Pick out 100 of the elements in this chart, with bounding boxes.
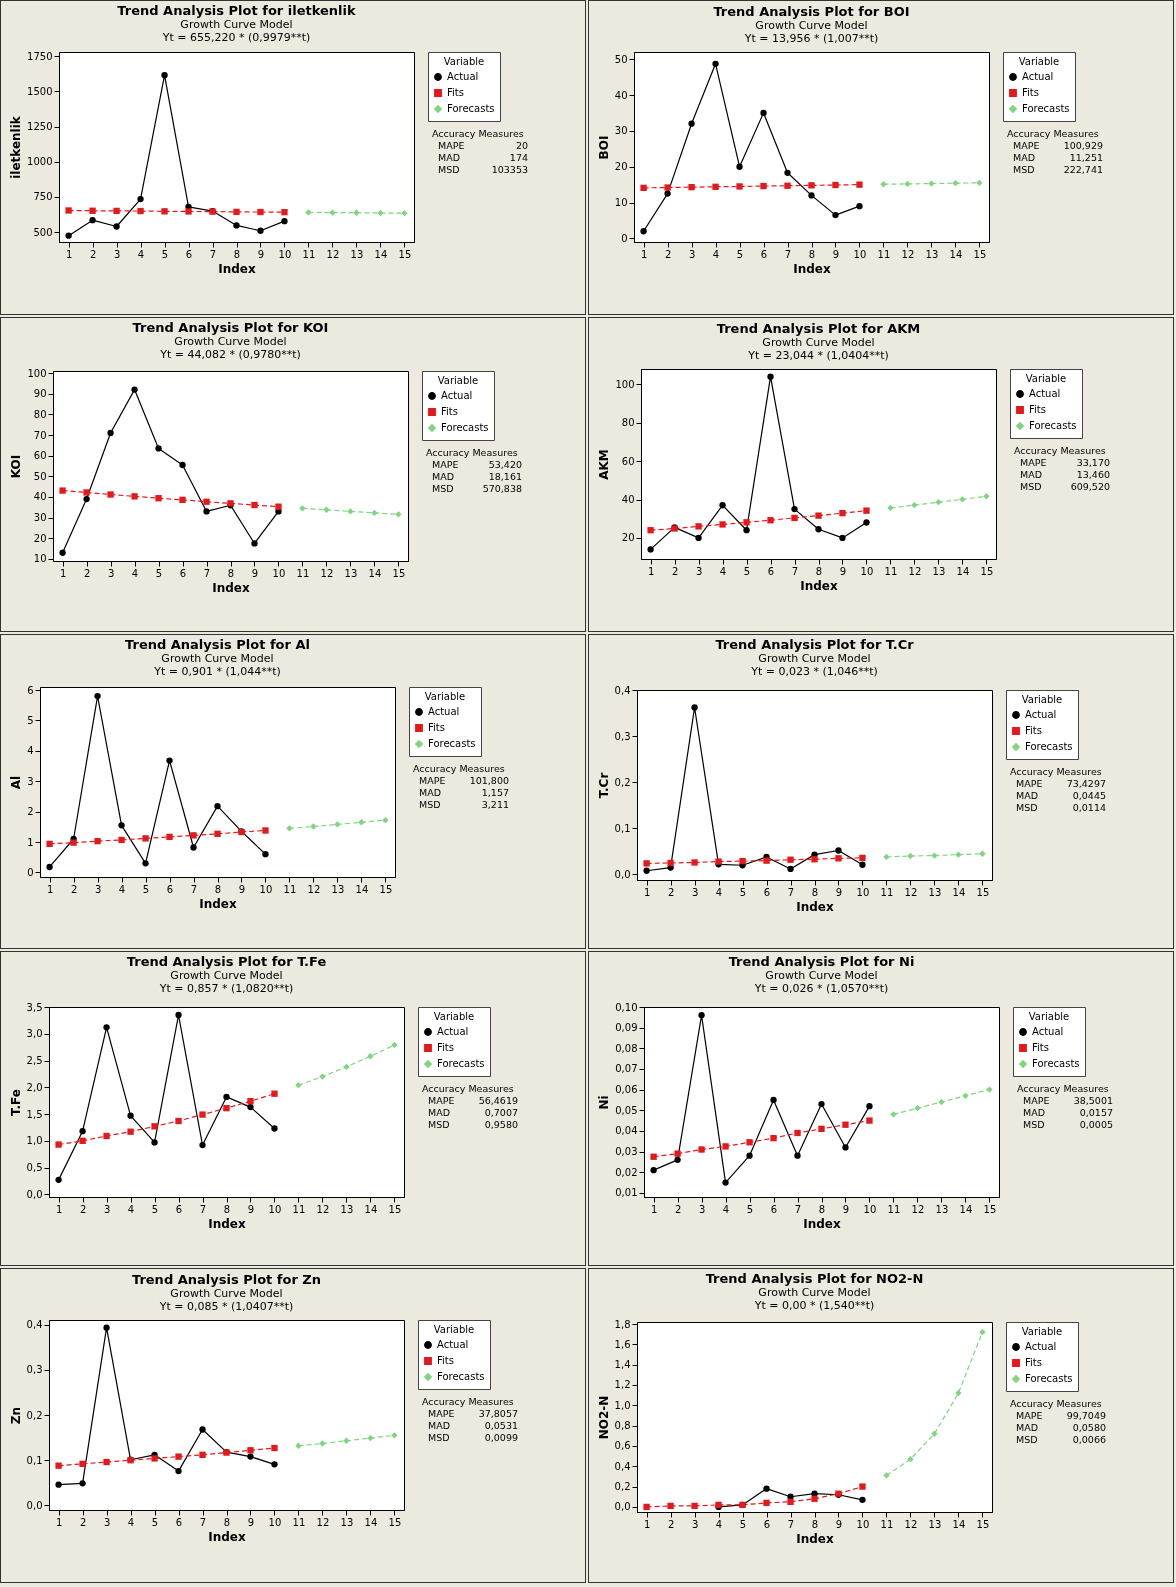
y-tick-label: 0,01 (615, 1187, 638, 1199)
y-tick-label: 40 (621, 494, 635, 506)
x-tick-label: 11 (302, 248, 316, 260)
x-tick-label: 1 (640, 248, 648, 260)
x-tick-label: 3 (103, 1203, 111, 1215)
legend-title: Variable (424, 691, 466, 702)
x-tick-label: 4 (715, 1518, 723, 1530)
x-tick-label: 14 (368, 567, 382, 579)
x-tick-label: 14 (959, 1203, 973, 1215)
x-tick-label: 8 (815, 565, 823, 577)
y-tick-label: 0,2 (26, 1409, 43, 1421)
y-tick-label: 0,6 (614, 1440, 631, 1452)
x-tick-label: 13 (340, 1516, 354, 1528)
text: Accuracy Measures (1010, 766, 1102, 777)
x-tick-label: 1 (647, 565, 655, 577)
x-tick-label: 9 (835, 1518, 843, 1530)
text: MAPE 53,420 (432, 459, 522, 470)
x-tick-label: 7 (791, 565, 799, 577)
y-tick-label: 0,4 (614, 1460, 631, 1472)
x-tick-label: 2 (70, 883, 78, 895)
legend-label: Fits (1022, 87, 1039, 98)
legend-label: Fits (1032, 1042, 1049, 1053)
y-axis-title: KOI (9, 454, 24, 479)
chart-subtitle: Growth Curve Model Yt = 0,026 * (1,0570**t) (753, 969, 889, 995)
x-tick-label: 5 (746, 1203, 754, 1215)
x-tick-label: 10 (860, 565, 874, 577)
y-tick-label: 0 (27, 866, 34, 878)
x-tick-label: 15 (379, 883, 393, 895)
x-tick-label: 5 (142, 883, 150, 895)
x-tick-label: 13 (925, 248, 939, 260)
x-axis-title: Index (212, 580, 250, 595)
y-tick-label: 10 (33, 553, 47, 565)
x-tick-label: 7 (190, 883, 198, 895)
x-tick-label: 13 (331, 883, 345, 895)
text: Accuracy Measures (1017, 1083, 1109, 1094)
x-axis-title: Index (803, 1216, 841, 1231)
text: MAPE 20 (438, 140, 528, 151)
x-tick-label: 5 (736, 248, 744, 260)
x-tick-label: 14 (355, 883, 369, 895)
x-tick-label: 14 (949, 248, 963, 260)
legend-label: Actual (1025, 709, 1057, 720)
x-tick-label: 8 (223, 1203, 231, 1215)
x-tick-label: 9 (839, 565, 847, 577)
x-tick-label: 6 (770, 1203, 778, 1215)
x-tick-label: 3 (113, 248, 121, 260)
chart-subtitle: Growth Curve Model Yt = 0,085 * (1,0407**t) (158, 1286, 294, 1313)
y-tick-label: 1250 (27, 121, 53, 133)
y-tick-label: 750 (33, 191, 53, 203)
text: MAPE 38,5001 (1023, 1095, 1113, 1106)
text: MSD 0,0114 (1016, 802, 1106, 813)
x-tick-label: 3 (698, 1203, 706, 1215)
x-tick-label: 9 (247, 1203, 255, 1215)
y-tick-label: 1750 (27, 50, 53, 62)
x-tick-label: 7 (199, 1203, 207, 1215)
x-tick-label: 6 (166, 883, 174, 895)
y-axis-title: T.Fe (8, 1089, 23, 1116)
legend-label: Fits (437, 1355, 454, 1366)
x-tick-label: 9 (238, 883, 246, 895)
legend-title: Variable (433, 1011, 475, 1022)
y-tick-label: 70 (33, 429, 47, 441)
x-tick-label: 4 (131, 567, 139, 579)
legend-title: Variable (1018, 56, 1060, 67)
x-tick-label: 7 (784, 248, 792, 260)
chart-subtitle: Growth Curve Model Yt = 0,857 * (1,0820**t) (158, 969, 294, 995)
x-tick-label: 5 (739, 1518, 747, 1530)
text: MAPE 99,7049 (1016, 1410, 1106, 1421)
y-tick-label: 20 (33, 532, 47, 544)
text: Accuracy Measures (432, 128, 524, 139)
x-tick-label: 11 (292, 1516, 306, 1528)
x-tick-label: 12 (904, 1518, 918, 1530)
x-tick-label: 15 (973, 248, 987, 260)
x-tick-label: 2 (674, 1203, 682, 1215)
x-tick-label: 4 (722, 1203, 730, 1215)
x-tick-label: 15 (388, 1203, 402, 1215)
x-tick-label: 1 (55, 1516, 63, 1528)
x-tick-label: 4 (715, 886, 723, 898)
y-tick-label: 40 (33, 491, 47, 503)
x-tick-label: 14 (952, 886, 966, 898)
x-tick-label: 14 (952, 1518, 966, 1530)
x-tick-label: 3 (691, 1518, 699, 1530)
y-tick-label: 30 (33, 512, 47, 524)
legend-title: Variable (443, 56, 485, 67)
x-tick-label: 7 (794, 1203, 802, 1215)
text: MAPE 73,4297 (1016, 778, 1106, 789)
y-axis-title: BOI (596, 135, 611, 160)
y-tick-label: 3,5 (26, 1001, 43, 1013)
x-tick-label: 2 (664, 248, 672, 260)
text: MSD 3,211 (419, 799, 509, 810)
x-tick-label: 12 (307, 883, 321, 895)
legend-label: Fits (441, 406, 458, 417)
y-tick-label: 0,0 (614, 1501, 631, 1513)
x-tick-label: 5 (151, 1516, 159, 1528)
y-tick-label: 1,5 (26, 1108, 43, 1120)
x-tick-label: 2 (79, 1203, 87, 1215)
x-tick-label: 2 (667, 1518, 675, 1530)
y-axis-title: NO2-N (596, 1395, 611, 1440)
y-tick-label: 0,2 (614, 1481, 631, 1493)
y-axis-title: T.Cr (596, 772, 611, 799)
y-tick-label: 0,02 (615, 1166, 638, 1178)
x-tick-label: 15 (980, 565, 994, 577)
